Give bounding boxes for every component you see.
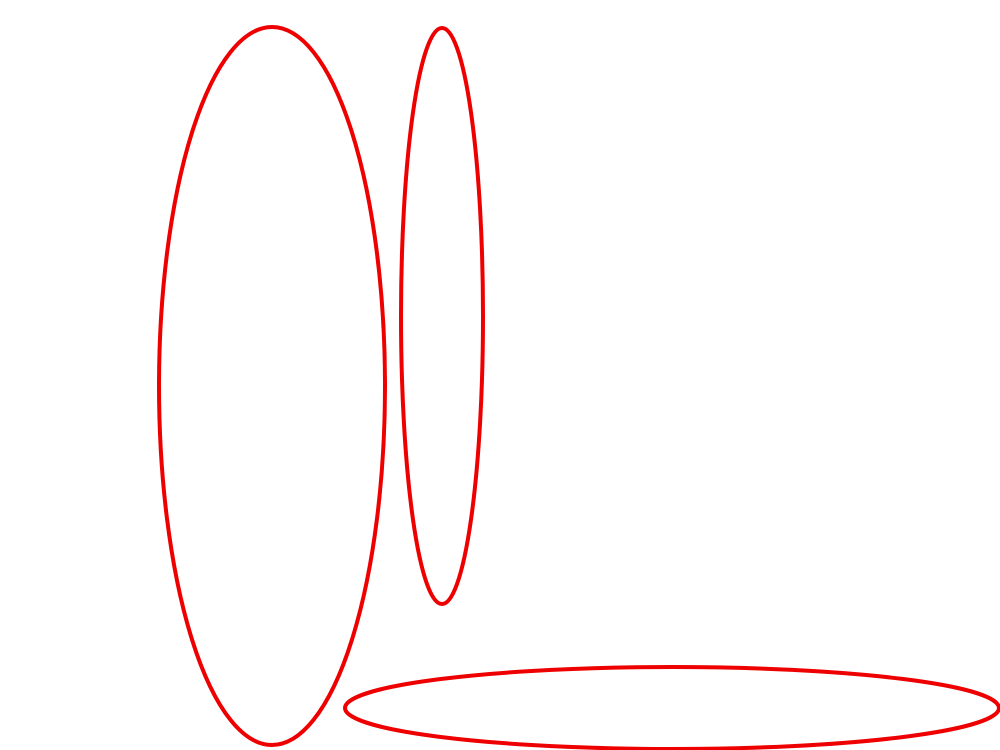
tall-ellipse-narrow [399,26,485,606]
wide-ellipse-bottom [343,665,1000,750]
tall-ellipse-left [157,25,387,747]
